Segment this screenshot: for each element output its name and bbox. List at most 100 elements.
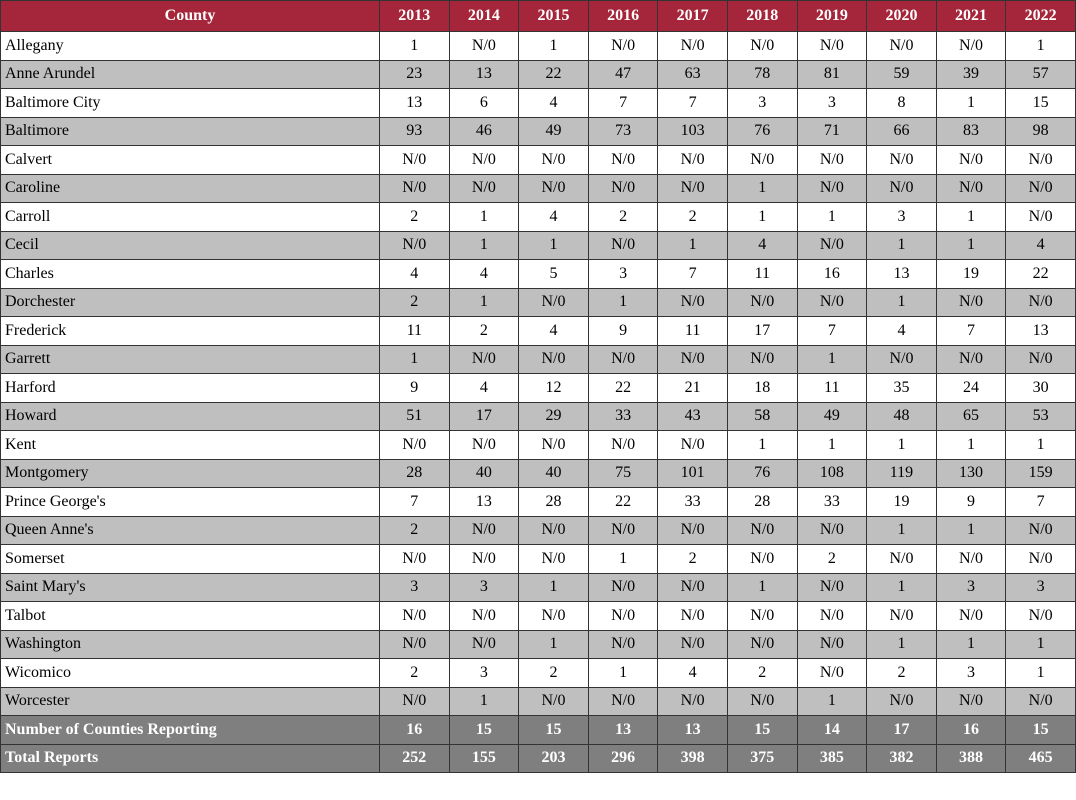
- year-column-header: 2014: [448, 0, 520, 32]
- report-count-cell: N/0: [587, 629, 659, 659]
- report-count-cell: N/0: [587, 173, 659, 203]
- report-count-cell: 4: [657, 658, 728, 688]
- report-count-cell: 1: [866, 572, 937, 602]
- report-count-cell: 1: [866, 287, 937, 317]
- report-count-cell: 4: [518, 202, 589, 232]
- table-row: Prince George's 7 13 28 22 33 28 33 19 9 7: [0, 487, 1076, 517]
- report-count-cell: 23: [379, 59, 450, 89]
- report-count-cell: 35: [866, 373, 937, 403]
- table-row: Caroline N/0 N/0 N/0 N/0 N/0 1 N/0 N/0 N/0 N/0: [0, 173, 1076, 203]
- table-row: Washington N/0 N/0 1 N/0 N/0 N/0 N/0 1 1 1: [0, 629, 1076, 659]
- county-name-cell: Calvert: [0, 145, 380, 175]
- report-count-cell: 40: [518, 458, 589, 488]
- report-count-cell: 1: [935, 230, 1007, 260]
- report-count-cell: 78: [726, 59, 798, 89]
- report-count-cell: 98: [1005, 116, 1076, 146]
- report-count-cell: N/0: [796, 230, 868, 260]
- table-row: Carroll 2 1 4 2 2 1 1 3 1 N/0: [0, 202, 1076, 232]
- report-count-cell: N/0: [379, 430, 450, 460]
- table-row: Frederick 11 2 4 9 11 17 7 4 7 13: [0, 316, 1076, 346]
- report-count-cell: 40: [448, 458, 520, 488]
- table-row: Talbot N/0 N/0 N/0 N/0 N/0 N/0 N/0 N/0 N/0 N/0: [0, 601, 1076, 631]
- report-count-cell: 49: [796, 401, 868, 431]
- report-count-cell: 46: [448, 116, 520, 146]
- report-count-cell: 1: [379, 344, 450, 374]
- report-count-cell: N/0: [726, 515, 798, 545]
- county-name-cell: Caroline: [0, 173, 380, 203]
- report-count-cell: 4: [1005, 230, 1076, 260]
- report-count-cell: 39: [935, 59, 1007, 89]
- table-footer: Number of Counties Reporting 16 15 15 13 13 15…: [0, 715, 1076, 773]
- report-count-cell: N/0: [448, 515, 520, 545]
- report-count-cell: N/0: [587, 515, 659, 545]
- report-count-cell: 11: [657, 316, 728, 346]
- summary-label-cell: Total Reports: [0, 743, 380, 773]
- report-count-cell: N/0: [448, 173, 520, 203]
- year-column-header: 2019: [796, 0, 868, 32]
- report-count-cell: N/0: [379, 629, 450, 659]
- summary-value-cell: 17: [866, 715, 937, 745]
- report-count-cell: N/0: [726, 601, 798, 631]
- report-count-cell: N/0: [1005, 601, 1076, 631]
- report-count-cell: N/0: [448, 31, 520, 61]
- table-row: Baltimore City 13 6 4 7 7 3 3 8 1 15: [0, 88, 1076, 118]
- report-count-cell: 1: [1005, 430, 1076, 460]
- report-count-cell: 47: [587, 59, 659, 89]
- report-count-cell: N/0: [379, 145, 450, 175]
- report-count-cell: N/0: [657, 31, 728, 61]
- table-row: Allegany 1 N/0 1 N/0 N/0 N/0 N/0 N/0 N/0 1: [0, 31, 1076, 61]
- report-count-cell: 1: [796, 430, 868, 460]
- report-count-cell: N/0: [448, 544, 520, 574]
- report-count-cell: N/0: [935, 287, 1007, 317]
- county-name-cell: Wicomico: [0, 658, 380, 688]
- report-count-cell: 1: [866, 230, 937, 260]
- report-count-cell: N/0: [866, 601, 937, 631]
- report-count-cell: 159: [1005, 458, 1076, 488]
- report-count-cell: N/0: [448, 145, 520, 175]
- report-count-cell: N/0: [796, 629, 868, 659]
- county-name-cell: Queen Anne's: [0, 515, 380, 545]
- report-count-cell: 1: [518, 230, 589, 260]
- report-count-cell: N/0: [587, 572, 659, 602]
- county-name-cell: Worcester: [0, 686, 380, 716]
- county-name-cell: Saint Mary's: [0, 572, 380, 602]
- report-count-cell: N/0: [587, 601, 659, 631]
- report-count-cell: 19: [866, 487, 937, 517]
- report-count-cell: N/0: [657, 173, 728, 203]
- report-count-cell: 76: [726, 458, 798, 488]
- year-column-header: 2017: [657, 0, 728, 32]
- report-count-cell: N/0: [657, 145, 728, 175]
- county-name-cell: Garrett: [0, 344, 380, 374]
- report-count-cell: 13: [379, 88, 450, 118]
- report-count-cell: 1: [1005, 31, 1076, 61]
- summary-value-cell: 14: [796, 715, 868, 745]
- report-count-cell: 3: [448, 658, 520, 688]
- report-count-cell: N/0: [1005, 344, 1076, 374]
- report-count-cell: 1: [935, 430, 1007, 460]
- report-count-cell: 57: [1005, 59, 1076, 89]
- summary-row: Total Reports 252 155 203 296 398 375 385 382 388…: [0, 743, 1076, 773]
- report-count-cell: 22: [587, 487, 659, 517]
- county-name-cell: Harford: [0, 373, 380, 403]
- report-count-cell: N/0: [379, 230, 450, 260]
- table-row: Anne Arundel 23 13 22 47 63 78 81 59 39 57: [0, 59, 1076, 89]
- county-name-cell: Washington: [0, 629, 380, 659]
- report-count-cell: 3: [935, 658, 1007, 688]
- report-count-cell: 21: [657, 373, 728, 403]
- report-count-cell: N/0: [518, 344, 589, 374]
- report-count-cell: N/0: [657, 686, 728, 716]
- report-count-cell: 71: [796, 116, 868, 146]
- report-count-cell: N/0: [518, 430, 589, 460]
- report-count-cell: N/0: [1005, 173, 1076, 203]
- report-count-cell: N/0: [518, 544, 589, 574]
- report-count-cell: 2: [587, 202, 659, 232]
- county-name-cell: Kent: [0, 430, 380, 460]
- report-count-cell: N/0: [726, 344, 798, 374]
- report-count-cell: 24: [935, 373, 1007, 403]
- summary-value-cell: 15: [518, 715, 589, 745]
- report-count-cell: 33: [657, 487, 728, 517]
- report-count-cell: N/0: [726, 145, 798, 175]
- table-row: Cecil N/0 1 1 N/0 1 4 N/0 1 1 4: [0, 230, 1076, 260]
- report-count-cell: N/0: [1005, 202, 1076, 232]
- report-count-cell: 7: [587, 88, 659, 118]
